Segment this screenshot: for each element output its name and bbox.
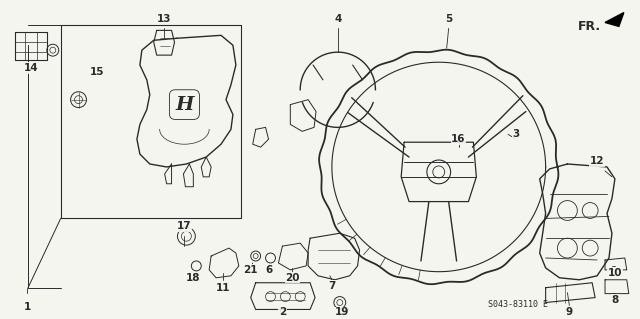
- Text: 17: 17: [177, 221, 192, 231]
- Text: FR.: FR.: [579, 20, 602, 33]
- Text: 10: 10: [607, 268, 622, 278]
- Text: 8: 8: [611, 294, 618, 305]
- Text: 16: 16: [451, 134, 466, 144]
- Text: 15: 15: [90, 67, 104, 77]
- Text: 2: 2: [279, 308, 286, 317]
- Text: 14: 14: [24, 63, 38, 73]
- Text: 1: 1: [24, 302, 31, 313]
- Text: H: H: [175, 96, 194, 114]
- Text: 21: 21: [243, 265, 258, 275]
- Text: 19: 19: [335, 308, 349, 317]
- Text: 9: 9: [566, 308, 573, 317]
- Polygon shape: [605, 12, 624, 26]
- Text: 12: 12: [590, 156, 604, 166]
- Text: 6: 6: [265, 265, 272, 275]
- Text: S043-83110 E: S043-83110 E: [488, 300, 548, 309]
- Text: 7: 7: [328, 281, 335, 291]
- Text: 3: 3: [513, 129, 520, 139]
- Text: 13: 13: [156, 13, 171, 24]
- Text: 5: 5: [445, 13, 452, 24]
- Text: 11: 11: [216, 283, 230, 293]
- Text: 20: 20: [285, 273, 300, 283]
- Text: 18: 18: [186, 273, 200, 283]
- Text: 4: 4: [334, 13, 342, 24]
